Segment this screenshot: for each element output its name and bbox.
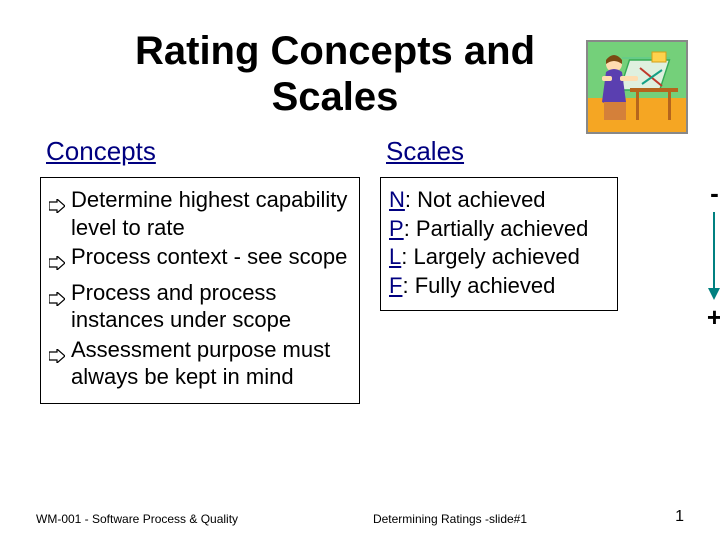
drafting-person-clipart [586,40,688,134]
footer-left: WM-001 - Software Process & Quality [36,512,276,526]
scale-label: Partially achieved [416,216,588,241]
scale-code: N [389,187,405,212]
list-item: Assessment purpose must always be kept i… [49,336,349,391]
scales-column: Scales N: Not achieved P: Partially achi… [380,136,680,404]
concepts-box: Determine highest capability level to ra… [40,177,360,404]
list-item: Process context - see scope [49,243,349,277]
scale-row: L: Largely achieved [389,243,607,272]
concepts-column: Concepts Determine highest capability le… [40,136,360,404]
slide-footer: WM-001 - Software Process & Quality Dete… [0,508,720,526]
scale-code: P [389,216,404,241]
scale-label: Largely achieved [413,244,579,269]
clipart-svg [592,46,682,128]
concepts-heading: Concepts [46,136,360,167]
fat-arrow-right-icon [49,192,65,220]
minus-sign: - [710,180,719,206]
arrow-down-icon [713,212,715,298]
scales-list: N: Not achieved P: Partially achieved L:… [389,186,607,300]
scale-label: Fully achieved [415,273,556,298]
scale-code: L [389,244,401,269]
content-columns: Concepts Determine highest capability le… [40,136,680,404]
scale-row: N: Not achieved [389,186,607,215]
concept-text: Assessment purpose must always be kept i… [71,336,349,391]
footer-center: Determining Ratings -slide#1 [276,512,624,526]
scale-code: F [389,273,402,298]
concept-text: Process context - see scope [71,243,349,271]
fat-arrow-right-icon [49,285,65,313]
scale-row: F: Fully achieved [389,272,607,301]
slide: Rating Concepts and Scales Concepts [0,0,720,540]
plus-sign: + [707,304,720,330]
list-item: Determine highest capability level to ra… [49,186,349,241]
slide-title: Rating Concepts and Scales [40,28,680,120]
scales-heading: Scales [386,136,680,167]
fat-arrow-right-icon [49,249,65,277]
concepts-list: Determine highest capability level to ra… [49,186,349,391]
concept-text: Process and process instances under scop… [71,279,349,334]
scale-label: Not achieved [417,187,545,212]
list-item: Process and process instances under scop… [49,279,349,334]
scales-box: N: Not achieved P: Partially achieved L:… [380,177,618,311]
scale-row: P: Partially achieved [389,215,607,244]
fat-arrow-right-icon [49,342,65,370]
concept-text: Determine highest capability level to ra… [71,186,349,241]
scale-direction-indicator: - + [707,180,720,330]
footer-page-number: 1 [624,508,684,526]
